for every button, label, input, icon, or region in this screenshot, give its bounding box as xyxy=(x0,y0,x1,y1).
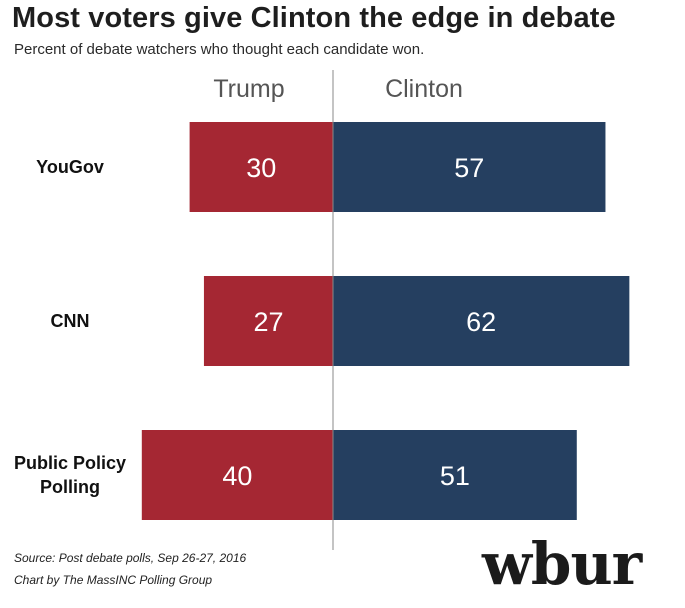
value-label-trump-2: 40 xyxy=(222,461,252,491)
category-label-1: CNN xyxy=(51,311,90,331)
category-label-2: Public Policy Polling xyxy=(14,453,126,497)
source-note: Source: Post debate polls, Sep 26-27, 20… xyxy=(14,551,247,565)
wbur-logo: wbur xyxy=(482,530,642,598)
bar-clinton-1 xyxy=(333,276,630,366)
chart-title: Most voters give Clinton the edge in deb… xyxy=(12,2,616,34)
bar-clinton-2 xyxy=(333,430,577,520)
series-header-trump: Trump xyxy=(213,75,284,103)
value-label-trump-1: 27 xyxy=(253,307,283,337)
value-label-clinton-2: 51 xyxy=(440,461,470,491)
bar-trump-1 xyxy=(203,276,333,366)
bar-trump-2 xyxy=(141,430,333,520)
bar-trump-0 xyxy=(189,122,333,212)
series-header-clinton: Clinton xyxy=(385,75,463,103)
value-label-clinton-1: 62 xyxy=(466,307,496,337)
value-label-trump-0: 30 xyxy=(246,153,276,183)
bar-clinton-0 xyxy=(333,122,606,212)
category-label-0: YouGov xyxy=(36,157,104,177)
chart-subtitle: Percent of debate watchers who thought e… xyxy=(14,41,425,58)
value-label-clinton-0: 57 xyxy=(454,153,484,183)
credit-note: Chart by The MassINC Polling Group xyxy=(14,573,213,587)
